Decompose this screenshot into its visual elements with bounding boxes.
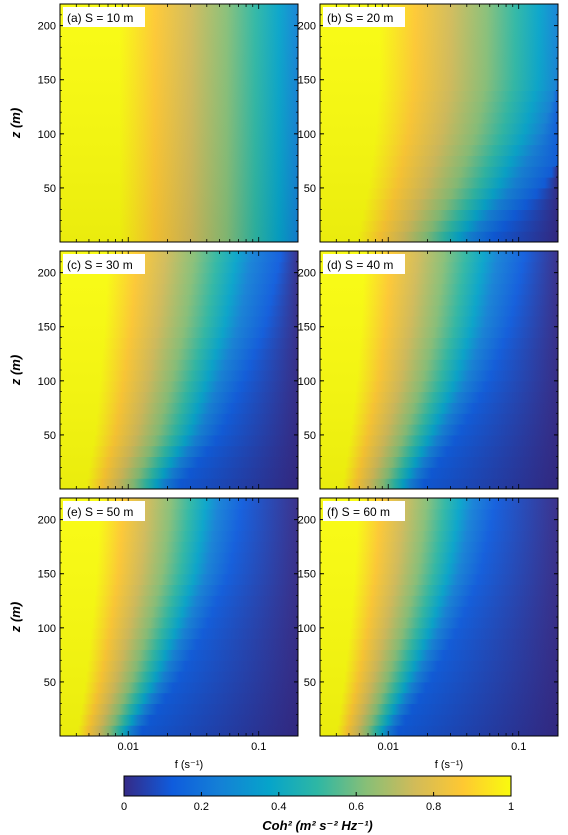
y-tick-label: 100: [38, 376, 56, 388]
panel-e: 50 100 150 200 z (m) 0.01 0.1 f (s⁻¹) (e) S = 50…: [8, 497, 299, 771]
coherence-field: [320, 251, 558, 489]
colorbar-tick-label: 0.2: [194, 801, 209, 813]
colorbar-tick-label: 0.8: [426, 801, 441, 813]
y-tick-label: 200: [298, 515, 316, 527]
colorbar-tick-label: 1: [508, 801, 514, 813]
x-tick-label: 0.1: [251, 741, 266, 753]
panel-label: (b) S = 20 m: [327, 11, 393, 25]
x-tick-label: 0.1: [511, 741, 526, 753]
x-tick-label: 0.01: [378, 741, 399, 753]
panel-label-box: [63, 501, 145, 521]
y-tick-label: 100: [298, 129, 316, 141]
panel-label-box: [323, 501, 405, 521]
y-tick-label: 150: [298, 569, 316, 581]
panel-label-box: [323, 7, 405, 27]
panel-label: (c) S = 30 m: [67, 258, 133, 272]
y-tick-label: 100: [298, 623, 316, 635]
y-axis-title: z (m): [8, 108, 23, 139]
colorbar-tick-label: 0.4: [271, 801, 286, 813]
y-tick-label: 200: [298, 21, 316, 33]
y-tick-label: 200: [38, 515, 56, 527]
y-tick-label: 100: [38, 129, 56, 141]
colorbar: 0 0.2 0.4 0.6 0.8 1 Coh² (m² s⁻² Hz⁻¹): [121, 775, 514, 833]
panel-a: 50 100 150 200 z (m) (a) S = 10 m: [8, 3, 299, 243]
panel-c: 50 100 150 200 z (m) (c) S = 30 m: [8, 250, 299, 490]
coherence-field: [320, 4, 558, 242]
y-tick-label: 50: [44, 677, 56, 689]
x-axis-title: f (s⁻¹): [175, 759, 203, 771]
colorbar-strip: [123, 775, 512, 797]
y-tick-label: 200: [298, 268, 316, 280]
y-tick-label: 50: [304, 677, 316, 689]
panel-label: (d) S = 40 m: [327, 258, 393, 272]
coherence-field: [60, 251, 298, 489]
y-tick-label: 50: [304, 183, 316, 195]
colorbar-title: Coh² (m² s⁻² Hz⁻¹): [262, 818, 372, 833]
y-tick-label: 150: [38, 322, 56, 334]
panel-label-box: [63, 254, 145, 274]
y-tick-label: 50: [44, 430, 56, 442]
panel-d: 50 100 150 200 (d) S = 40 m: [298, 250, 559, 490]
y-tick-label: 50: [304, 430, 316, 442]
y-tick-label: 100: [38, 623, 56, 635]
y-tick-label: 200: [38, 268, 56, 280]
y-axis-title: z (m): [8, 602, 23, 633]
panel-b: 50 100 150 200 (b) S = 20 m: [298, 3, 559, 243]
colorbar-tick-label: 0: [121, 801, 127, 813]
panel-label-box: [323, 254, 405, 274]
coherence-field: [60, 498, 298, 736]
y-tick-label: 50: [44, 183, 56, 195]
y-tick-label: 150: [38, 569, 56, 581]
y-tick-label: 100: [298, 376, 316, 388]
colorbar-tick-label: 0.6: [349, 801, 364, 813]
panel-label-box: [63, 7, 145, 27]
panel-label: (f) S = 60 m: [327, 505, 390, 519]
coherence-field: [320, 498, 558, 736]
y-tick-label: 150: [298, 322, 316, 334]
x-tick-label: 0.01: [118, 741, 139, 753]
y-axis-title: z (m): [8, 355, 23, 386]
x-axis-title: f (s⁻¹): [435, 759, 463, 771]
y-tick-label: 150: [38, 75, 56, 87]
panel-label: (e) S = 50 m: [67, 505, 133, 519]
panel-f: 50 100 150 200 0.01 0.1 f (s⁻¹) (f) S = 60 m: [298, 497, 559, 771]
y-tick-label: 150: [298, 75, 316, 87]
panel-label: (a) S = 10 m: [67, 11, 133, 25]
coherence-field: [60, 4, 298, 242]
y-tick-label: 200: [38, 21, 56, 33]
